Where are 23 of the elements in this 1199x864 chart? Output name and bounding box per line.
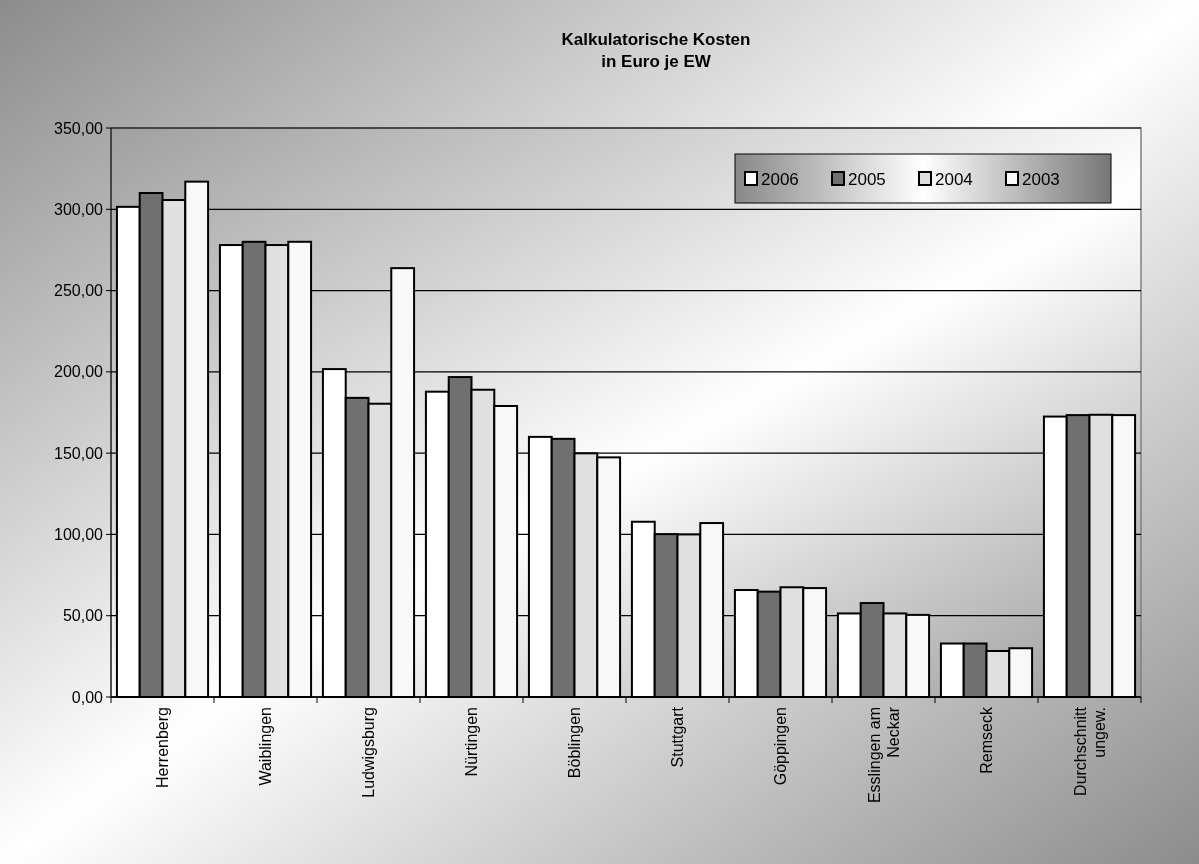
y-tick-label: 250,00: [54, 282, 104, 300]
x-tick-label: Remseck: [978, 706, 996, 774]
legend-label: 2005: [848, 169, 886, 189]
y-tick-label: 0,00: [71, 688, 104, 706]
x-tick-label: Stuttgart: [669, 706, 687, 768]
x-tick-label: Göppingen: [772, 707, 790, 786]
x-tick-label: Waiblingen: [257, 707, 275, 786]
y-tick-label: 350,00: [54, 119, 104, 137]
x-tick-label: Durchschnitt ungew.: [1071, 706, 1108, 796]
y-tick-label: 100,00: [54, 526, 104, 544]
y-tick-label: 50,00: [62, 607, 104, 625]
legend-label: 2004: [935, 169, 973, 189]
x-tick-label: Nürtingen: [463, 707, 481, 777]
legend-label: 2003: [1022, 169, 1060, 189]
y-tick-label: 300,00: [54, 200, 104, 218]
x-tick-label: Böblingen: [566, 707, 584, 779]
x-tick-label: Esslingen am Neckar: [865, 706, 902, 804]
x-tick-label: Ludwigsburg: [360, 707, 378, 798]
x-tick-label: Herrenberg: [154, 707, 172, 788]
chart-title: Kalkulatorische Kosten in Euro je EW: [561, 30, 751, 71]
y-tick-label: 200,00: [54, 363, 104, 381]
y-tick-label: 150,00: [54, 444, 104, 462]
legend-label: 2006: [761, 169, 799, 189]
